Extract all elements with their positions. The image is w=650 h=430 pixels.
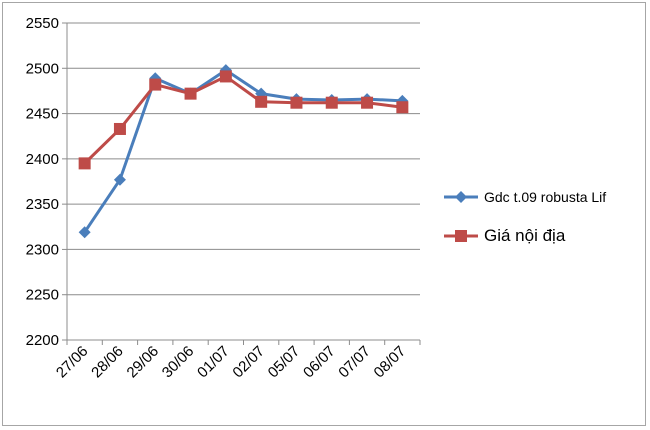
- data-point-diamond: [78, 226, 91, 239]
- data-point-square: [255, 95, 268, 108]
- x-tick-label: 28/06: [88, 343, 127, 382]
- data-point-square: [396, 101, 409, 114]
- data-point-square: [149, 78, 162, 91]
- data-point-square: [290, 96, 303, 109]
- x-axis: 27/0628/0629/0630/0601/0702/0705/0706/07…: [53, 340, 421, 382]
- legend-marker-square: [455, 230, 467, 242]
- x-tick-label: 07/07: [335, 343, 374, 382]
- legend-label: Gdc t.09 robusta Lif: [484, 189, 606, 205]
- legend-marker-diamond: [455, 191, 467, 203]
- y-tick-label: 2200: [26, 332, 59, 349]
- y-axis: 2200 2250 2300 2350 2400 2450 2500 2550: [26, 15, 68, 349]
- x-tick-label: 29/06: [124, 343, 163, 382]
- x-tick-label: 01/07: [194, 343, 233, 382]
- x-tick-label: 06/07: [300, 343, 339, 382]
- y-tick-label: 2500: [26, 60, 59, 77]
- legend: Gdc t.09 robusta Lif Giá nội địa: [444, 189, 606, 245]
- data-point-square: [113, 122, 126, 135]
- y-tick-label: 2450: [26, 106, 59, 123]
- data-point-square: [325, 96, 338, 109]
- data-point-square: [78, 157, 91, 170]
- y-tick-label: 2350: [26, 196, 59, 213]
- data-point-square: [219, 70, 232, 83]
- series-line: [83, 74, 403, 165]
- series-layer: [78, 64, 409, 239]
- chart-frame: [2, 2, 646, 426]
- x-tick-label: 02/07: [229, 343, 268, 382]
- x-tick-label: 30/06: [159, 343, 198, 382]
- data-point-square: [184, 87, 197, 100]
- data-point-square: [361, 96, 374, 109]
- legend-label: Giá nội địa: [484, 226, 566, 245]
- y-tick-label: 2400: [26, 151, 59, 168]
- series-line: [83, 68, 403, 234]
- y-tick-label: 2300: [26, 241, 59, 258]
- data-point-diamond: [113, 173, 126, 186]
- y-tick-label: 2250: [26, 287, 59, 304]
- y-tick-label: 2550: [26, 15, 59, 32]
- x-tick-label: 05/07: [265, 343, 304, 382]
- x-tick-label: 08/07: [371, 343, 410, 382]
